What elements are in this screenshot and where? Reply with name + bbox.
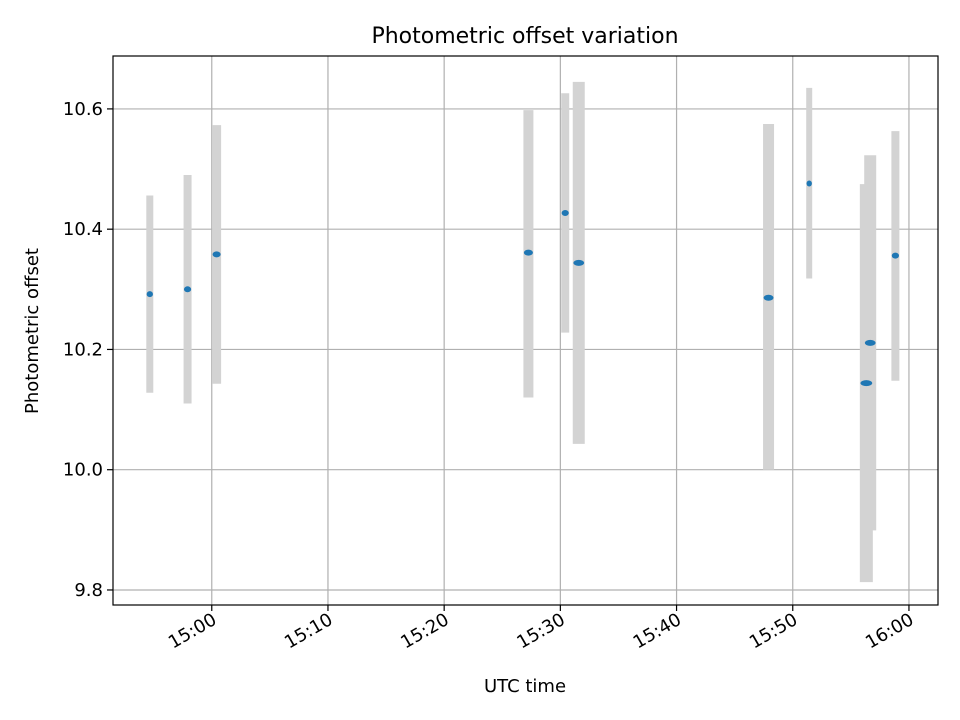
y-axis-label: Photometric offset (22, 248, 43, 414)
data-point (146, 291, 153, 298)
data-point (806, 180, 812, 187)
chart-title: Photometric offset variation (371, 24, 678, 49)
y-tick-label: 10.4 (63, 219, 103, 240)
y-axis-ticks: 9.8 10.0 10.2 10.4 10.6 (63, 99, 113, 601)
data-point (561, 209, 569, 216)
data-point (212, 251, 221, 258)
y-tick-label: 9.8 (74, 580, 103, 601)
data-point (891, 252, 899, 259)
data-point (763, 294, 774, 301)
x-axis-label: UTC time (484, 676, 566, 697)
y-tick-label: 10.0 (63, 460, 103, 481)
data-point (523, 249, 533, 256)
y-tick-label: 10.6 (63, 99, 103, 120)
data-point (573, 259, 585, 266)
data-point (860, 380, 873, 387)
grid-lines (113, 56, 938, 605)
data-point (183, 286, 192, 293)
plot-frame (112, 55, 939, 606)
y-tick-label: 10.2 (63, 339, 103, 360)
data-points (146, 180, 899, 387)
data-point (864, 339, 876, 346)
